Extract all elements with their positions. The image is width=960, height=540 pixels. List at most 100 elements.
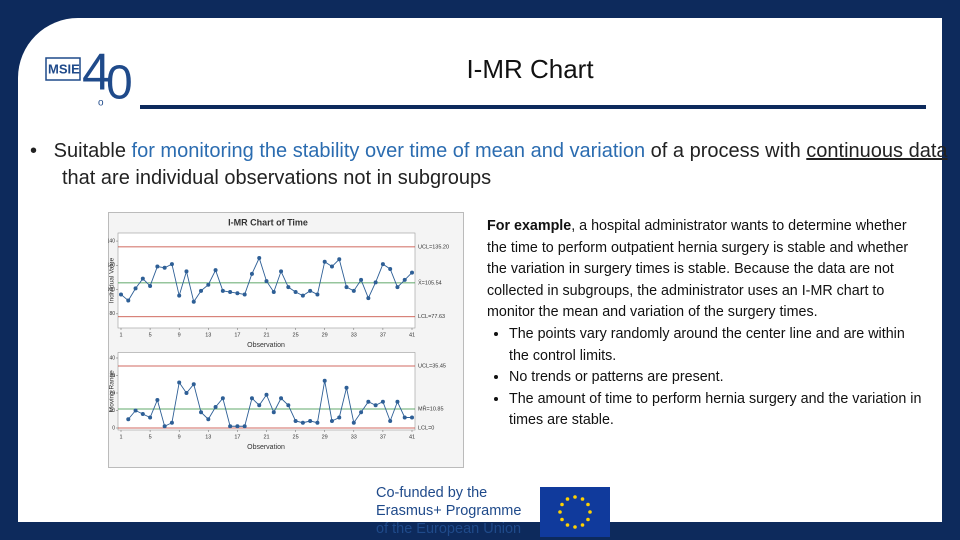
point — [351, 420, 356, 425]
point — [126, 417, 131, 422]
y-tick-label: 10 — [109, 408, 115, 414]
point — [410, 270, 414, 275]
x-tick-label: 25 — [293, 434, 299, 440]
point — [388, 266, 393, 271]
x-tick-label: 5 — [149, 332, 152, 338]
star — [586, 502, 590, 507]
point — [322, 378, 327, 383]
x-tick-label: 17 — [234, 332, 240, 338]
y-axis-label: Individual Value — [109, 257, 116, 303]
footer-line: Erasmus+ Programme — [376, 503, 522, 519]
y-tick-label: 40 — [109, 355, 115, 361]
x-tick-label: 21 — [263, 434, 269, 440]
point — [337, 257, 342, 262]
point — [228, 424, 233, 429]
x-tick-label: 37 — [380, 332, 386, 338]
y-tick-label: 30 — [109, 373, 115, 379]
point — [220, 288, 225, 293]
point — [373, 403, 378, 408]
footer-line: of the European Union — [376, 521, 522, 537]
point — [184, 391, 189, 395]
footer: Co-funded by the Erasmus+ Programme of the… — [376, 484, 521, 538]
x-tick-label: 33 — [351, 332, 357, 338]
y-tick-label: 20 — [109, 390, 115, 396]
flag-stars — [558, 495, 592, 529]
point — [286, 403, 291, 408]
point — [366, 296, 371, 301]
bullet-segment: Suitable — [53, 140, 132, 162]
list-item: The points vary randomly around the cent… — [509, 324, 927, 367]
point — [169, 262, 174, 267]
example-text: , a hospital administrator wants to dete… — [487, 218, 909, 321]
point — [199, 288, 204, 293]
point — [279, 269, 284, 274]
point — [395, 399, 400, 404]
point — [300, 293, 305, 298]
point — [308, 419, 313, 423]
limit-label: LCL=77.63 — [418, 314, 445, 320]
point — [220, 396, 225, 401]
footer-line: Co-funded by the — [376, 485, 488, 501]
x-tick-label: 5 — [149, 434, 152, 440]
point — [257, 403, 262, 408]
x-tick-label: 9 — [178, 434, 181, 440]
point — [235, 291, 240, 296]
point — [249, 396, 254, 401]
point — [242, 424, 247, 429]
point — [410, 415, 414, 420]
x-tick-label: 37 — [380, 434, 386, 440]
point — [351, 288, 356, 293]
point — [271, 410, 276, 415]
star — [560, 517, 564, 522]
bullet: • Suitable for monitoring the stability … — [30, 138, 960, 192]
star — [565, 523, 570, 527]
limit-label: UCL=35.45 — [418, 363, 446, 369]
logo-mark: MSIE — [48, 61, 80, 76]
x-tick-label: 25 — [293, 332, 299, 338]
limit-label: UCL=135.20 — [418, 244, 449, 250]
point — [169, 420, 174, 425]
point — [155, 264, 160, 269]
limit-label: MR̄=10.85 — [418, 406, 444, 413]
point — [359, 410, 364, 415]
logo-number: 4 — [82, 44, 111, 102]
point — [126, 298, 131, 303]
logo: MSIE 4 o 0 — [45, 44, 133, 110]
point — [257, 256, 262, 261]
point — [140, 412, 145, 416]
star — [565, 497, 570, 501]
point — [315, 420, 320, 425]
star — [580, 523, 585, 527]
x-tick-label: 29 — [322, 332, 328, 338]
x-tick-label: 21 — [263, 332, 269, 338]
x-tick-label: 9 — [178, 332, 181, 338]
point — [140, 276, 145, 281]
title-rule — [140, 105, 926, 109]
point — [191, 382, 196, 387]
point — [322, 259, 327, 264]
star — [560, 502, 564, 507]
point — [337, 415, 342, 420]
plot-area — [117, 352, 416, 431]
point — [380, 262, 385, 267]
y-tick-label: 80 — [109, 311, 115, 317]
point — [177, 380, 182, 385]
star — [588, 510, 592, 514]
point — [119, 292, 123, 297]
point — [177, 293, 182, 298]
bullet-segment: for monitoring the stability over time o… — [131, 140, 646, 162]
bullet-segment: that are individual observations not in … — [62, 167, 492, 189]
point — [359, 277, 364, 282]
point — [249, 271, 254, 276]
point — [373, 280, 378, 285]
limit-label: X̄=105.54 — [418, 279, 442, 286]
point — [293, 419, 298, 423]
point — [366, 399, 371, 404]
logo-suffix: 0 — [106, 57, 133, 110]
x-tick-label: 1 — [119, 332, 122, 338]
x-axis-label: Observation — [247, 342, 285, 349]
point — [133, 286, 138, 291]
y-tick-label: 120 — [108, 263, 115, 269]
x-tick-label: 41 — [409, 434, 415, 440]
